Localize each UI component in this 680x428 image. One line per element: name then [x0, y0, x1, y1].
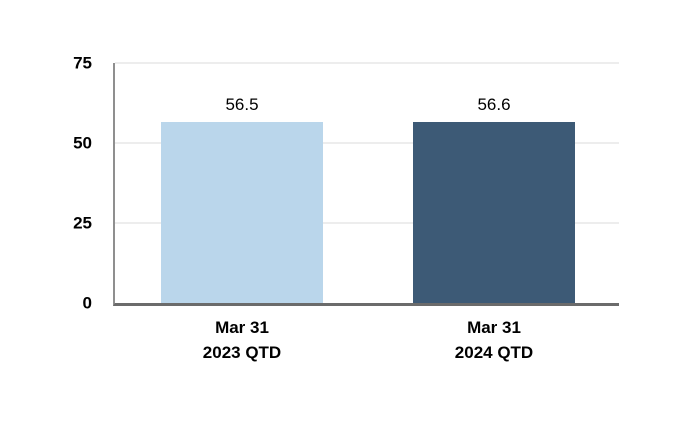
x-axis-label-2024: Mar 31 2024 QTD — [413, 316, 575, 365]
y-axis-tick-0: 0 — [82, 293, 92, 313]
gridline-50 — [115, 142, 619, 145]
y-axis-tick-75: 75 — [73, 53, 92, 73]
bar-group-2024-qtd: 56.6 Mar 31 2024 QTD — [413, 63, 575, 362]
x-label-line2: 2024 QTD — [454, 342, 534, 362]
gridline-25 — [115, 222, 619, 225]
x-label-line1: Mar 31 — [215, 318, 269, 337]
value-label-2023: 56.5 — [225, 95, 259, 115]
bar-group-2023-qtd: 56.5 Mar 31 2023 QTD — [161, 63, 323, 362]
y-axis-tick-25: 25 — [73, 213, 92, 233]
bar-2024-qtd — [413, 121, 575, 303]
bar-2023-qtd — [161, 122, 323, 303]
x-label-line2: 2023 QTD — [202, 342, 282, 362]
x-label-line1: Mar 31 — [467, 318, 521, 337]
x-axis-label-2023: Mar 31 2023 QTD — [161, 316, 323, 365]
y-axis-tick-50: 50 — [73, 133, 92, 153]
gridline-75 — [115, 62, 619, 64]
plot-area: 75 50 25 0 56.5 Mar 31 2023 QTD 56.6 Mar… — [73, 55, 619, 362]
value-label-2024: 56.6 — [477, 94, 511, 114]
